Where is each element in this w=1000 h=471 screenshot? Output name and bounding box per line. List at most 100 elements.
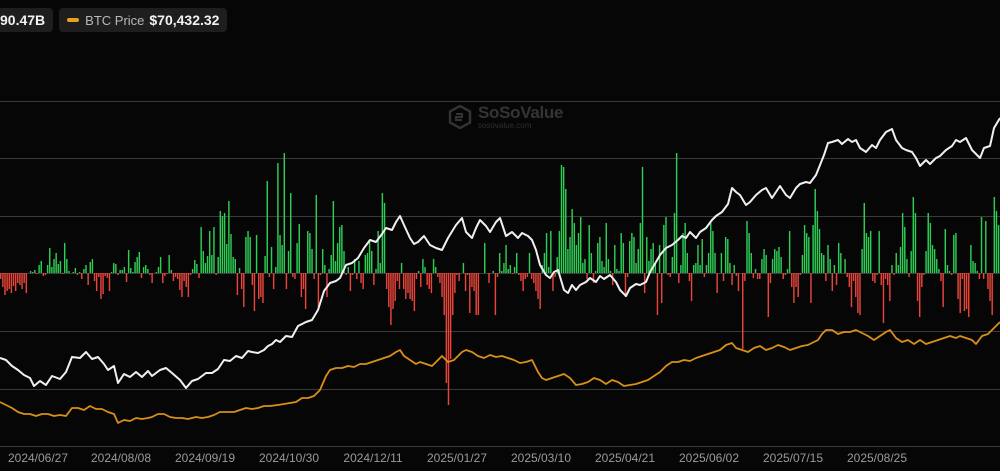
inflow-bar	[974, 263, 976, 273]
inflow-bar	[170, 270, 173, 273]
outflow-bar	[950, 273, 953, 275]
inflow-bar	[368, 241, 371, 273]
inflow-bar	[321, 249, 324, 273]
outflow-bar	[0, 273, 2, 279]
inflow-bar	[283, 153, 286, 273]
outflow-bar	[795, 273, 797, 287]
outflow-bar	[179, 273, 181, 290]
outflow-bar	[552, 273, 554, 291]
x-tick-label: 2024/06/27	[7, 451, 69, 465]
x-tick-label: 2025/01/27	[426, 451, 488, 465]
outflow-bar	[183, 273, 185, 281]
outflow-bar	[488, 273, 490, 283]
inflow-bar	[584, 259, 586, 273]
outflow-bar	[916, 273, 919, 301]
inflow-bar	[833, 265, 836, 273]
outflow-bar	[262, 273, 264, 303]
outflow-bar	[240, 273, 243, 289]
outflow-bar	[539, 273, 541, 309]
outflow-bar	[464, 273, 467, 291]
outflow-bar	[989, 273, 991, 301]
outflow-bar	[439, 273, 441, 283]
inflow-bar	[671, 257, 674, 273]
outflow-bar	[426, 273, 428, 285]
inflow-bar	[729, 263, 731, 273]
outflow-bar	[722, 273, 725, 281]
inflow-bar	[264, 256, 266, 273]
inflow-bar	[434, 267, 437, 273]
outflow-bar	[373, 273, 375, 285]
inflow-bar	[211, 255, 213, 273]
inflow-bar	[147, 269, 149, 273]
outflow-bar	[93, 273, 96, 281]
inflow-bar	[371, 251, 373, 273]
outflow-bar	[991, 273, 993, 315]
outflow-bar	[586, 273, 588, 279]
daily-flow-bars	[0, 153, 1000, 405]
outflow-bar	[164, 273, 166, 276]
inflow-bar	[765, 255, 767, 273]
x-tick-label: 2024/09/19	[174, 451, 236, 465]
outflow-bar	[793, 273, 795, 303]
outflow-bar	[198, 273, 200, 278]
inflow-bar	[646, 237, 648, 273]
outflow-bar	[961, 273, 964, 279]
outflow-bar	[535, 273, 537, 291]
outflow-bar	[345, 273, 347, 275]
outflow-bar	[396, 273, 399, 281]
inflow-bar	[788, 231, 791, 273]
inflow-bar	[46, 265, 49, 273]
inflow-bar	[72, 272, 74, 273]
inflow-bar	[927, 213, 929, 273]
outflow-bar	[260, 273, 262, 297]
inflow-bar	[119, 270, 121, 273]
outflow-bar	[2, 273, 4, 287]
inflow-bar	[155, 272, 158, 273]
inflow-bar	[287, 251, 290, 273]
inflow-bar	[733, 265, 735, 273]
inflow-bar	[910, 251, 912, 273]
inflow-bar	[59, 261, 62, 273]
outflow-bar	[524, 273, 526, 279]
outflow-bar	[349, 273, 352, 291]
inflow-bar	[748, 233, 750, 273]
inflow-bar	[334, 261, 337, 273]
outflow-bar	[106, 273, 109, 278]
inflow-bar	[247, 231, 249, 273]
outflow-bar	[319, 273, 322, 275]
outflow-bar	[388, 273, 390, 307]
outflow-bar	[76, 273, 79, 275]
outflow-bar	[857, 273, 859, 313]
outflow-bar	[360, 273, 362, 283]
outflow-bar	[884, 273, 887, 279]
inflow-bar	[861, 249, 863, 273]
inflow-bar	[505, 245, 507, 273]
inflow-bar	[812, 225, 814, 273]
outflow-bar	[872, 273, 874, 281]
outflow-bar	[533, 273, 535, 283]
inflow-bar	[91, 259, 94, 273]
inflow-bar	[579, 217, 582, 273]
outflow-bar	[759, 273, 761, 279]
outflow-bar	[302, 273, 305, 289]
inflow-bar	[324, 265, 326, 273]
outflow-bar	[940, 273, 942, 281]
inflow-bar	[904, 227, 906, 273]
outflow-bar	[703, 273, 706, 277]
inflow-bar	[936, 259, 938, 273]
inflow-bar	[194, 260, 196, 273]
outflow-bar	[923, 273, 925, 275]
outflow-bar	[987, 273, 989, 289]
inflow-bar	[311, 249, 313, 273]
legend-item-cumulative: 90.47B	[0, 8, 54, 32]
inflow-bar	[230, 234, 232, 273]
inflow-bar	[543, 253, 546, 273]
inflow-bar	[417, 271, 420, 273]
outflow-bar	[44, 273, 47, 275]
inflow-bar	[865, 233, 868, 273]
inflow-bar	[366, 253, 369, 273]
inflow-bar	[750, 253, 752, 273]
outflow-bar	[767, 273, 770, 317]
inflow-bar	[944, 229, 947, 273]
